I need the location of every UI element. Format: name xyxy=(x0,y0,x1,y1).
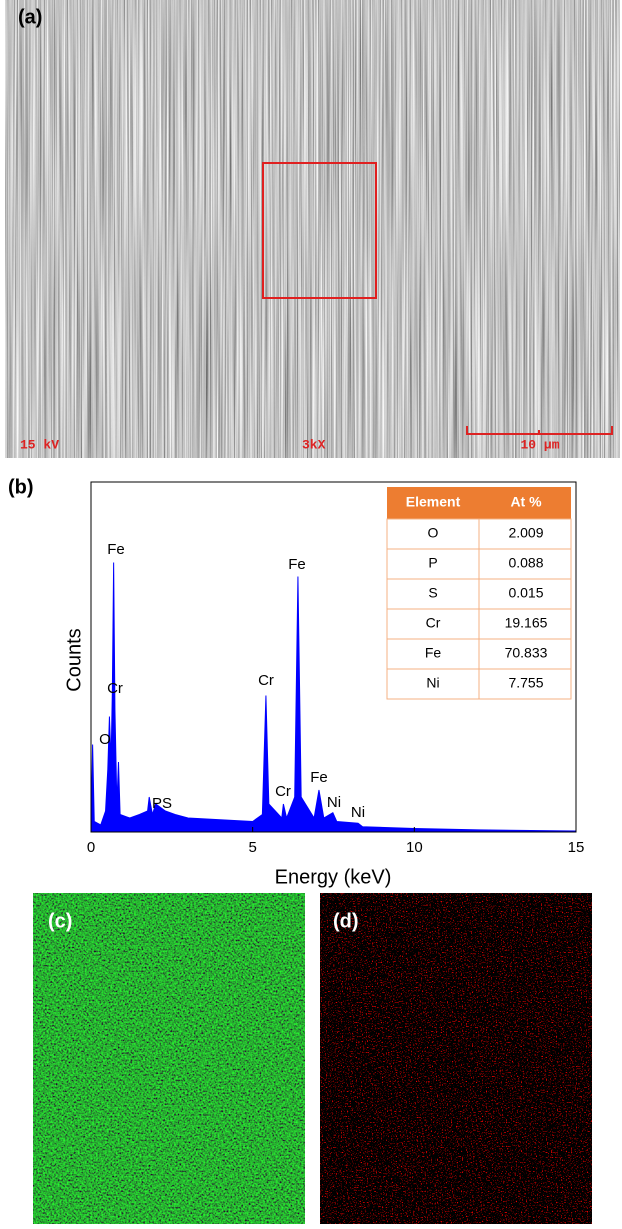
peak-label: Fe xyxy=(107,541,125,558)
table-cell: 0.088 xyxy=(508,555,543,571)
panel-label: (b) xyxy=(8,476,34,498)
table-header-bg xyxy=(387,487,571,519)
peak-label: PS xyxy=(152,795,172,812)
cr-map xyxy=(320,893,592,1224)
spectrum-chart: 0 5 10 15 Fe Cr O PS Cr Fe Cr Fe Ni Ni xyxy=(87,541,585,856)
scale-bar xyxy=(466,426,613,435)
table-cell: P xyxy=(428,555,437,571)
peak-label: Ni xyxy=(351,804,365,821)
panel-label: (d) xyxy=(333,910,359,932)
y-axis-label: Counts xyxy=(63,628,85,691)
panel-label: (a) xyxy=(18,6,42,28)
table-cell: 0.015 xyxy=(508,585,543,601)
table-cell: 70.833 xyxy=(505,645,548,661)
peak-label: Cr xyxy=(258,672,274,689)
table-cell: O xyxy=(428,525,439,541)
peak-label: Ni xyxy=(327,794,341,811)
table-cell: S xyxy=(428,585,437,601)
peak-label: Fe xyxy=(288,556,306,573)
scale-bar-label: 10 μm xyxy=(520,437,559,452)
peak-label: Fe xyxy=(310,769,328,786)
x-tick-label: 15 xyxy=(568,839,585,856)
table-cell: 19.165 xyxy=(505,615,548,631)
table-header: At % xyxy=(510,494,542,510)
table-header: Element xyxy=(406,494,461,510)
panel-label: (c) xyxy=(48,910,72,932)
x-axis-label: Energy (keV) xyxy=(275,866,392,888)
composition-table: Element At % O 2.009 P 0.088 S 0.015 Cr 19.165 Fe 7… xyxy=(386,487,572,700)
spectrum xyxy=(90,562,577,833)
peak-label: O xyxy=(99,731,111,748)
fe-map xyxy=(33,893,305,1224)
table-cell: 2.009 xyxy=(508,525,543,541)
table-cell: 7.755 xyxy=(508,675,543,691)
table-cell: Fe xyxy=(425,645,442,661)
x-tick-label: 5 xyxy=(248,839,256,856)
peak-label: Cr xyxy=(107,680,123,697)
magnification: 3kX xyxy=(302,437,326,452)
peak-label: Cr xyxy=(275,783,291,800)
voltage: 15 kV xyxy=(20,437,59,452)
sem-image xyxy=(5,0,620,458)
selected-area xyxy=(262,162,377,299)
x-tick-label: 0 xyxy=(87,839,95,856)
plot-frame xyxy=(90,481,577,833)
table-cell: Cr xyxy=(426,615,441,631)
table-cell: Ni xyxy=(426,675,439,691)
x-tick-label: 10 xyxy=(406,839,423,856)
